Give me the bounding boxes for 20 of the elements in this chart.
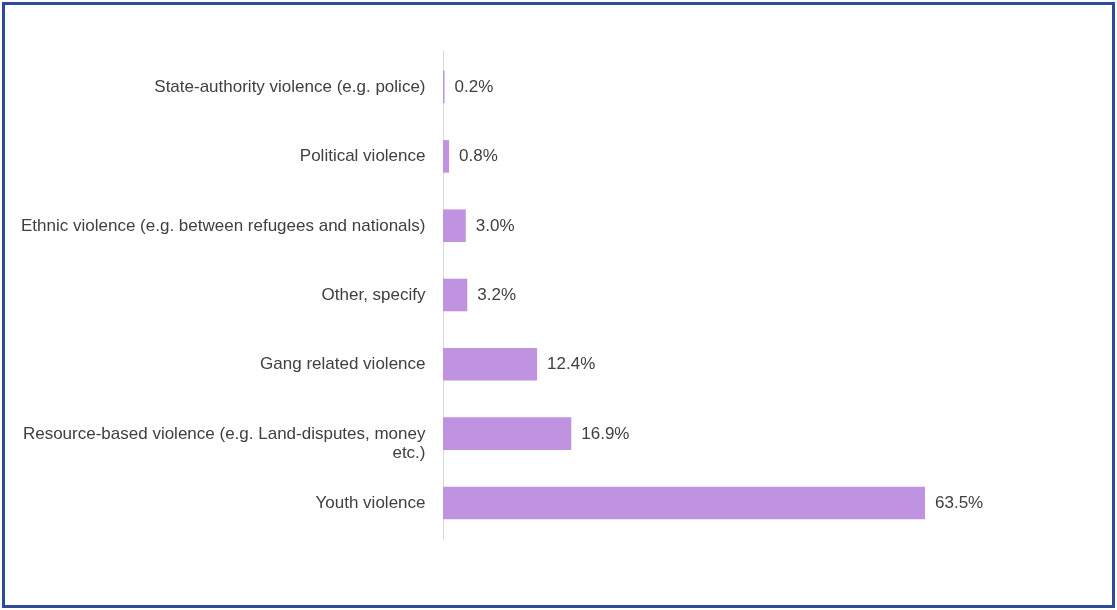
y-tick-label: State-authority violence (e.g. police) — [154, 77, 426, 97]
y-tick-label: Ethnic violence (e.g. between refugees and nationals) — [21, 215, 426, 235]
y-tick-label: Youth violence — [315, 492, 426, 512]
bar — [443, 486, 925, 520]
data-label: 0.8% — [459, 146, 498, 166]
data-label: 3.0% — [475, 215, 515, 235]
data-label: 63.5% — [935, 492, 984, 512]
bar — [443, 209, 466, 242]
bar — [443, 417, 572, 450]
y-tick-label: Resource-based violence (e.g. Land-disputes, money etc.) — [22, 423, 426, 462]
y-tick-label: Other, specify — [321, 285, 426, 304]
data-label: 16.9% — [581, 423, 630, 443]
bar — [443, 348, 538, 381]
data-label: 3.2% — [477, 285, 517, 304]
y-tick-label: Gang related violence — [260, 354, 426, 374]
bar — [443, 278, 468, 312]
bar — [443, 140, 450, 173]
data-label: 12.4% — [547, 354, 596, 374]
data-label: 0.2% — [454, 77, 494, 97]
y-tick-label: Political violence — [299, 146, 426, 166]
